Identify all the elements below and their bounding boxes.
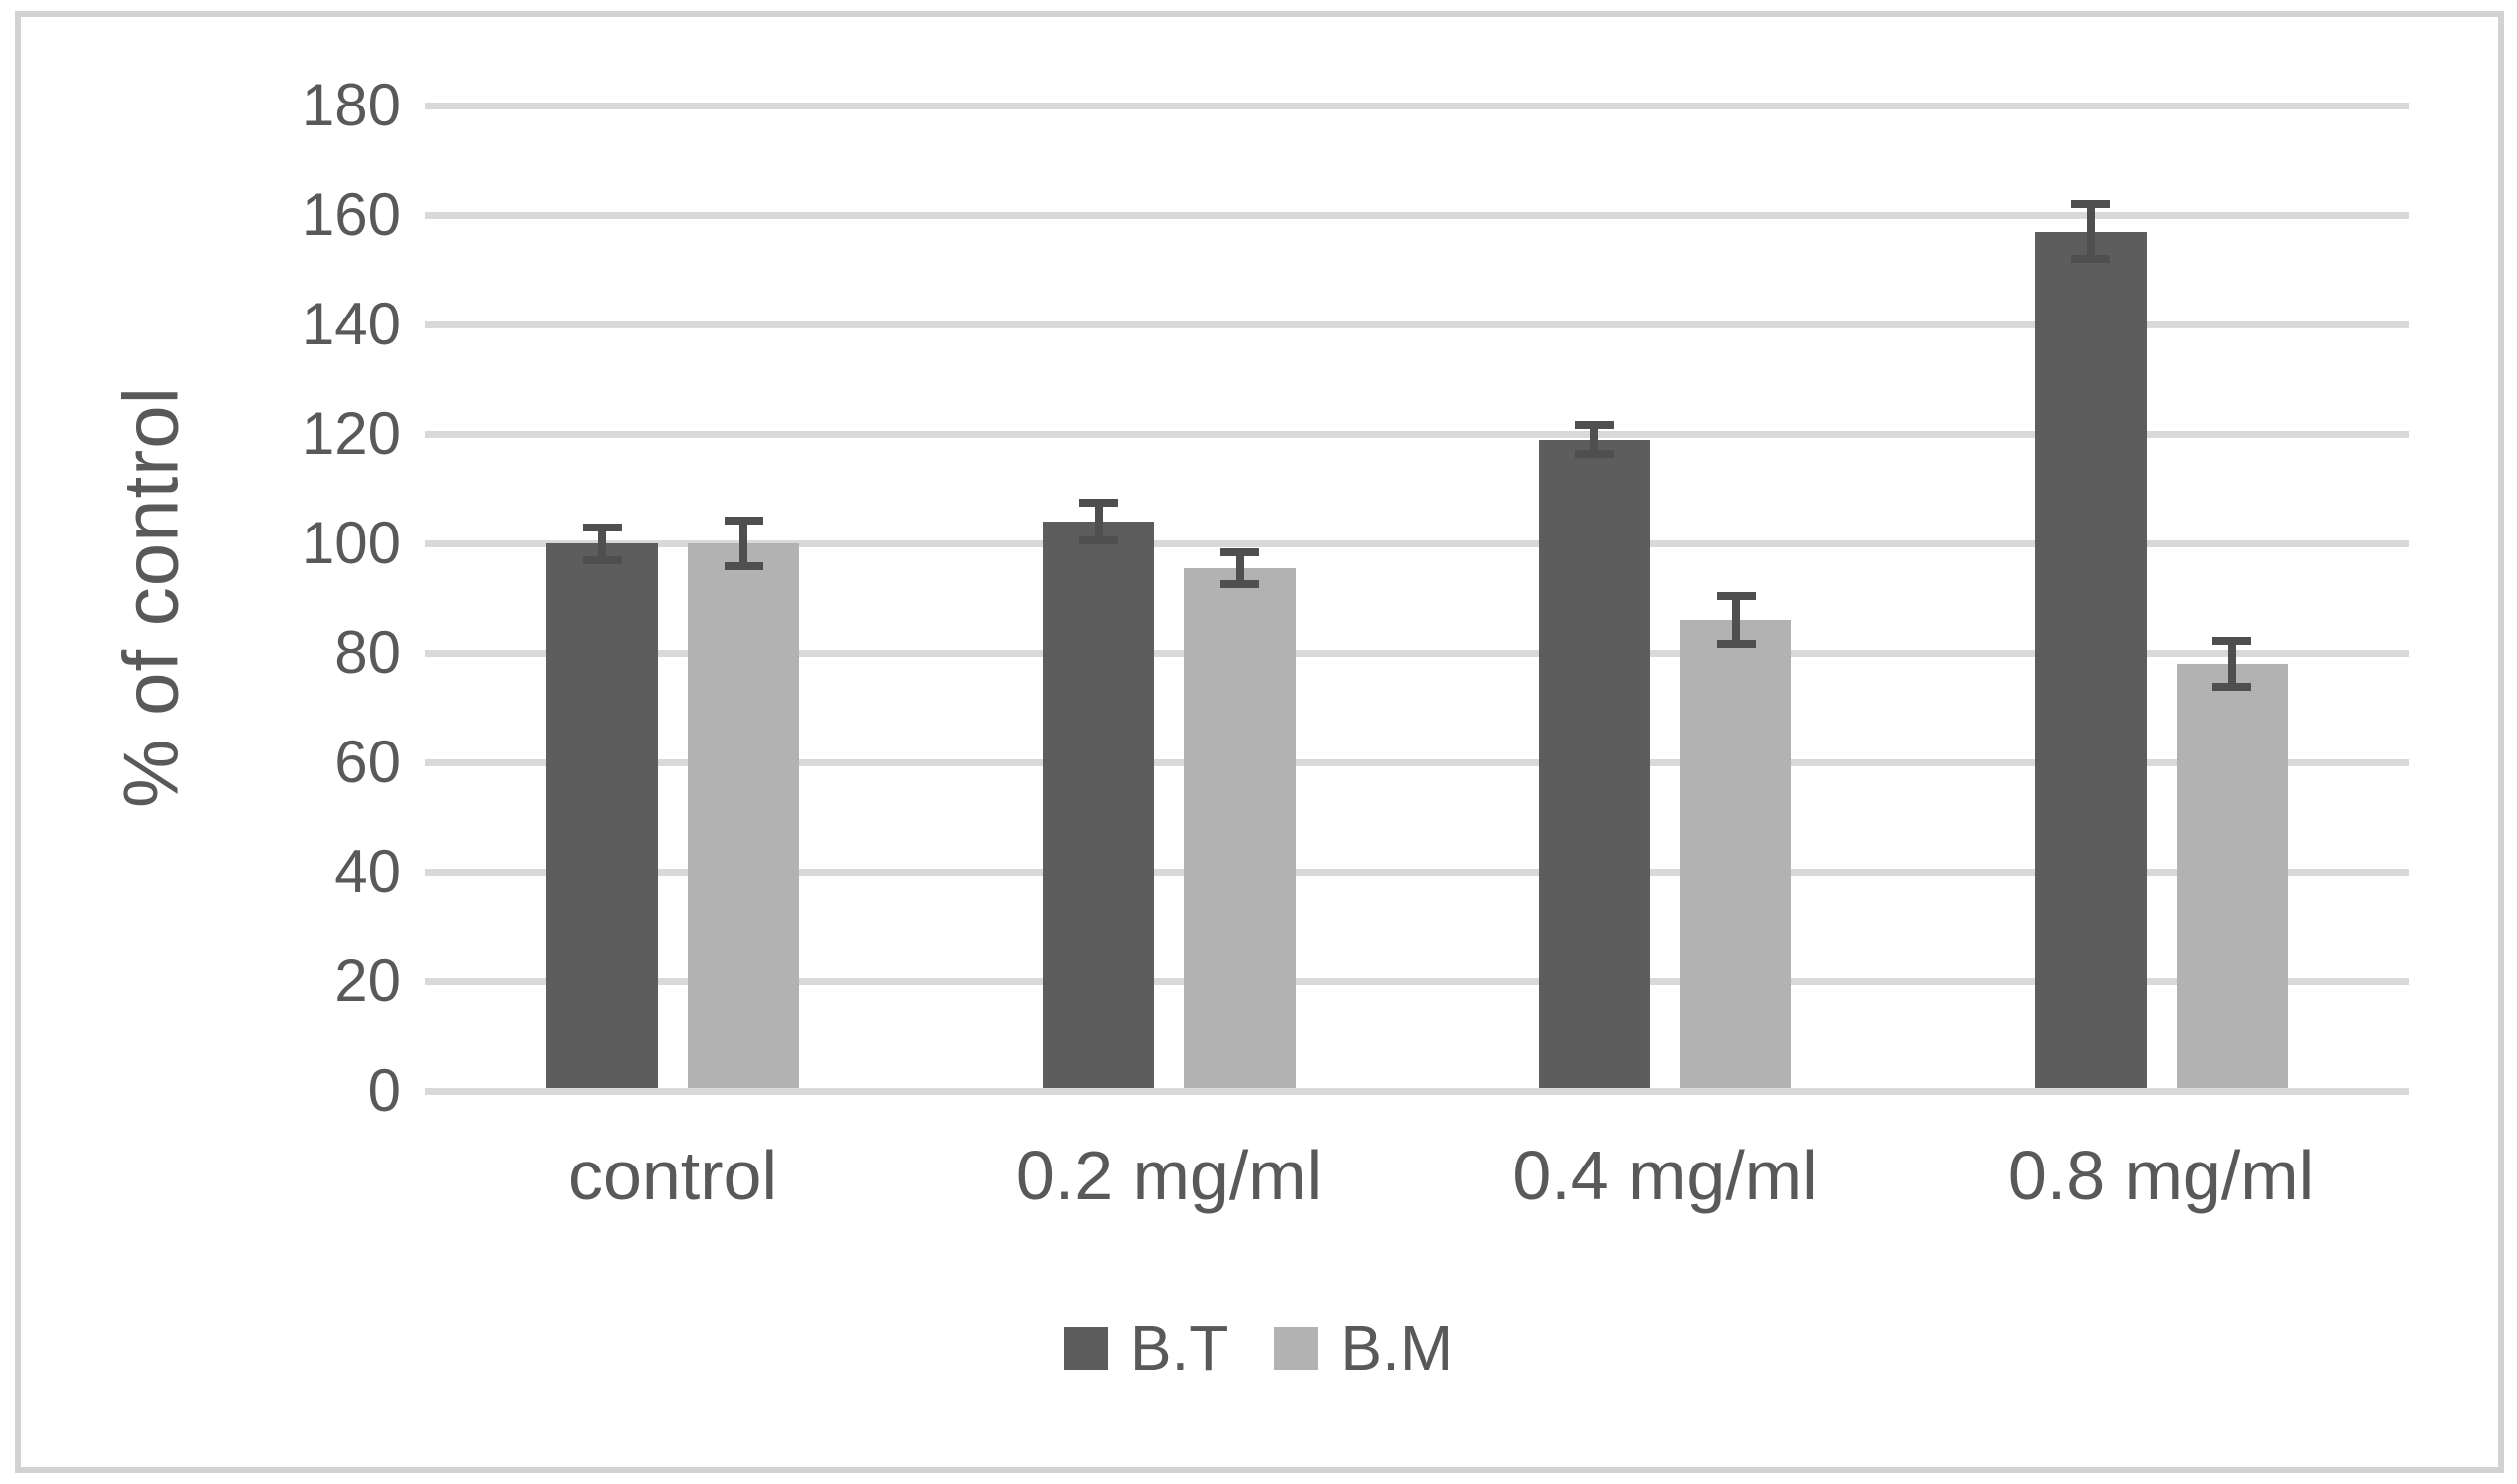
y-tick-label-0: 0: [367, 1057, 401, 1124]
gridline-120: [425, 430, 2409, 438]
error-bar-line-B.M-0.8 mg/ml: [2227, 641, 2236, 687]
error-bar-bottom-cap-B.M-0.2 mg/ml: [1220, 579, 1259, 588]
error-bar-top-cap-B.T-0.4 mg/ml: [1574, 420, 1614, 429]
bar-B.T-0.8 mg/ml: [2034, 231, 2147, 1088]
y-axis-title: % of control: [106, 386, 195, 808]
error-bar-top-cap-B.M-0.4 mg/ml: [1716, 591, 1756, 600]
error-bar-line-B.T-0.8 mg/ml: [2086, 204, 2095, 259]
gridline-180: [425, 102, 2409, 109]
legend-label-B.T: B.T: [1129, 1312, 1229, 1383]
error-bar-line-B.M-control: [739, 520, 747, 567]
y-tick-label-160: 160: [301, 181, 401, 248]
x-category-label-0.4 mg/ml: 0.4 mg/ml: [1512, 1137, 1818, 1214]
gridline-140: [425, 320, 2409, 328]
error-bar-bottom-cap-B.T-0.8 mg/ml: [2071, 255, 2110, 263]
gridline-0: [425, 1087, 2409, 1095]
bar-B.M-0.4 mg/ml: [1680, 620, 1791, 1088]
legend-swatch-B.M: [1274, 1326, 1319, 1370]
error-bar-bottom-cap-B.T-control: [582, 555, 622, 564]
bar-B.T-0.2 mg/ml: [1042, 522, 1154, 1088]
y-tick-label-20: 20: [334, 948, 401, 1014]
error-bar-top-cap-B.M-control: [724, 516, 763, 525]
x-category-label-0.2 mg/ml: 0.2 mg/ml: [1015, 1137, 1323, 1214]
bar-B.M-0.8 mg/ml: [2176, 664, 2288, 1088]
error-bar-top-cap-B.M-0.8 mg/ml: [2212, 637, 2251, 646]
gridline-60: [425, 758, 2409, 766]
legend: B.T B.M: [0, 1312, 2517, 1383]
bar-B.M-0.2 mg/ml: [1183, 567, 1296, 1088]
x-category-label-0.8 mg/ml: 0.8 mg/ml: [2007, 1137, 2315, 1214]
bar-B.T-0.4 mg/ml: [1539, 439, 1650, 1088]
gridline-160: [425, 211, 2409, 219]
bar-B.T-control: [546, 543, 658, 1088]
error-bar-top-cap-B.T-0.2 mg/ml: [1079, 499, 1118, 508]
y-tick-label-140: 140: [301, 291, 401, 357]
legend-item-B.T: B.T: [1063, 1312, 1229, 1383]
error-bar-bottom-cap-B.T-0.2 mg/ml: [1079, 535, 1118, 544]
y-tick-label-180: 180: [301, 72, 401, 138]
legend-item-B.M: B.M: [1274, 1312, 1454, 1383]
error-bar-bottom-cap-B.M-0.4 mg/ml: [1716, 640, 1756, 649]
y-tick-label-100: 100: [301, 510, 401, 576]
error-bar-line-B.T-control: [598, 527, 606, 560]
gridline-100: [425, 539, 2409, 547]
y-tick-label-40: 40: [334, 838, 401, 905]
error-bar-bottom-cap-B.T-0.4 mg/ml: [1574, 450, 1614, 459]
gridline-20: [425, 977, 2409, 985]
y-tick-label-60: 60: [334, 729, 401, 795]
gridline-40: [425, 868, 2409, 876]
error-bar-line-B.T-0.4 mg/ml: [1590, 424, 1598, 455]
error-bar-line-B.T-0.2 mg/ml: [1094, 503, 1103, 540]
error-bar-line-B.M-0.4 mg/ml: [1732, 595, 1740, 645]
bar-B.M-control: [688, 543, 799, 1088]
error-bar-top-cap-B.M-0.2 mg/ml: [1220, 547, 1259, 556]
error-bar-line-B.M-0.2 mg/ml: [1235, 551, 1244, 584]
legend-swatch-B.T: [1063, 1326, 1108, 1370]
x-category-label-control: control: [567, 1137, 778, 1214]
error-bar-bottom-cap-B.M-0.8 mg/ml: [2212, 682, 2251, 691]
y-tick-label-120: 120: [301, 400, 401, 467]
legend-label-B.M: B.M: [1340, 1312, 1454, 1383]
error-bar-top-cap-B.T-0.8 mg/ml: [2071, 200, 2110, 208]
gridline-80: [425, 649, 2409, 657]
error-bar-bottom-cap-B.M-control: [724, 562, 763, 571]
y-tick-label-80: 80: [334, 619, 401, 686]
error-bar-top-cap-B.T-control: [582, 523, 622, 531]
